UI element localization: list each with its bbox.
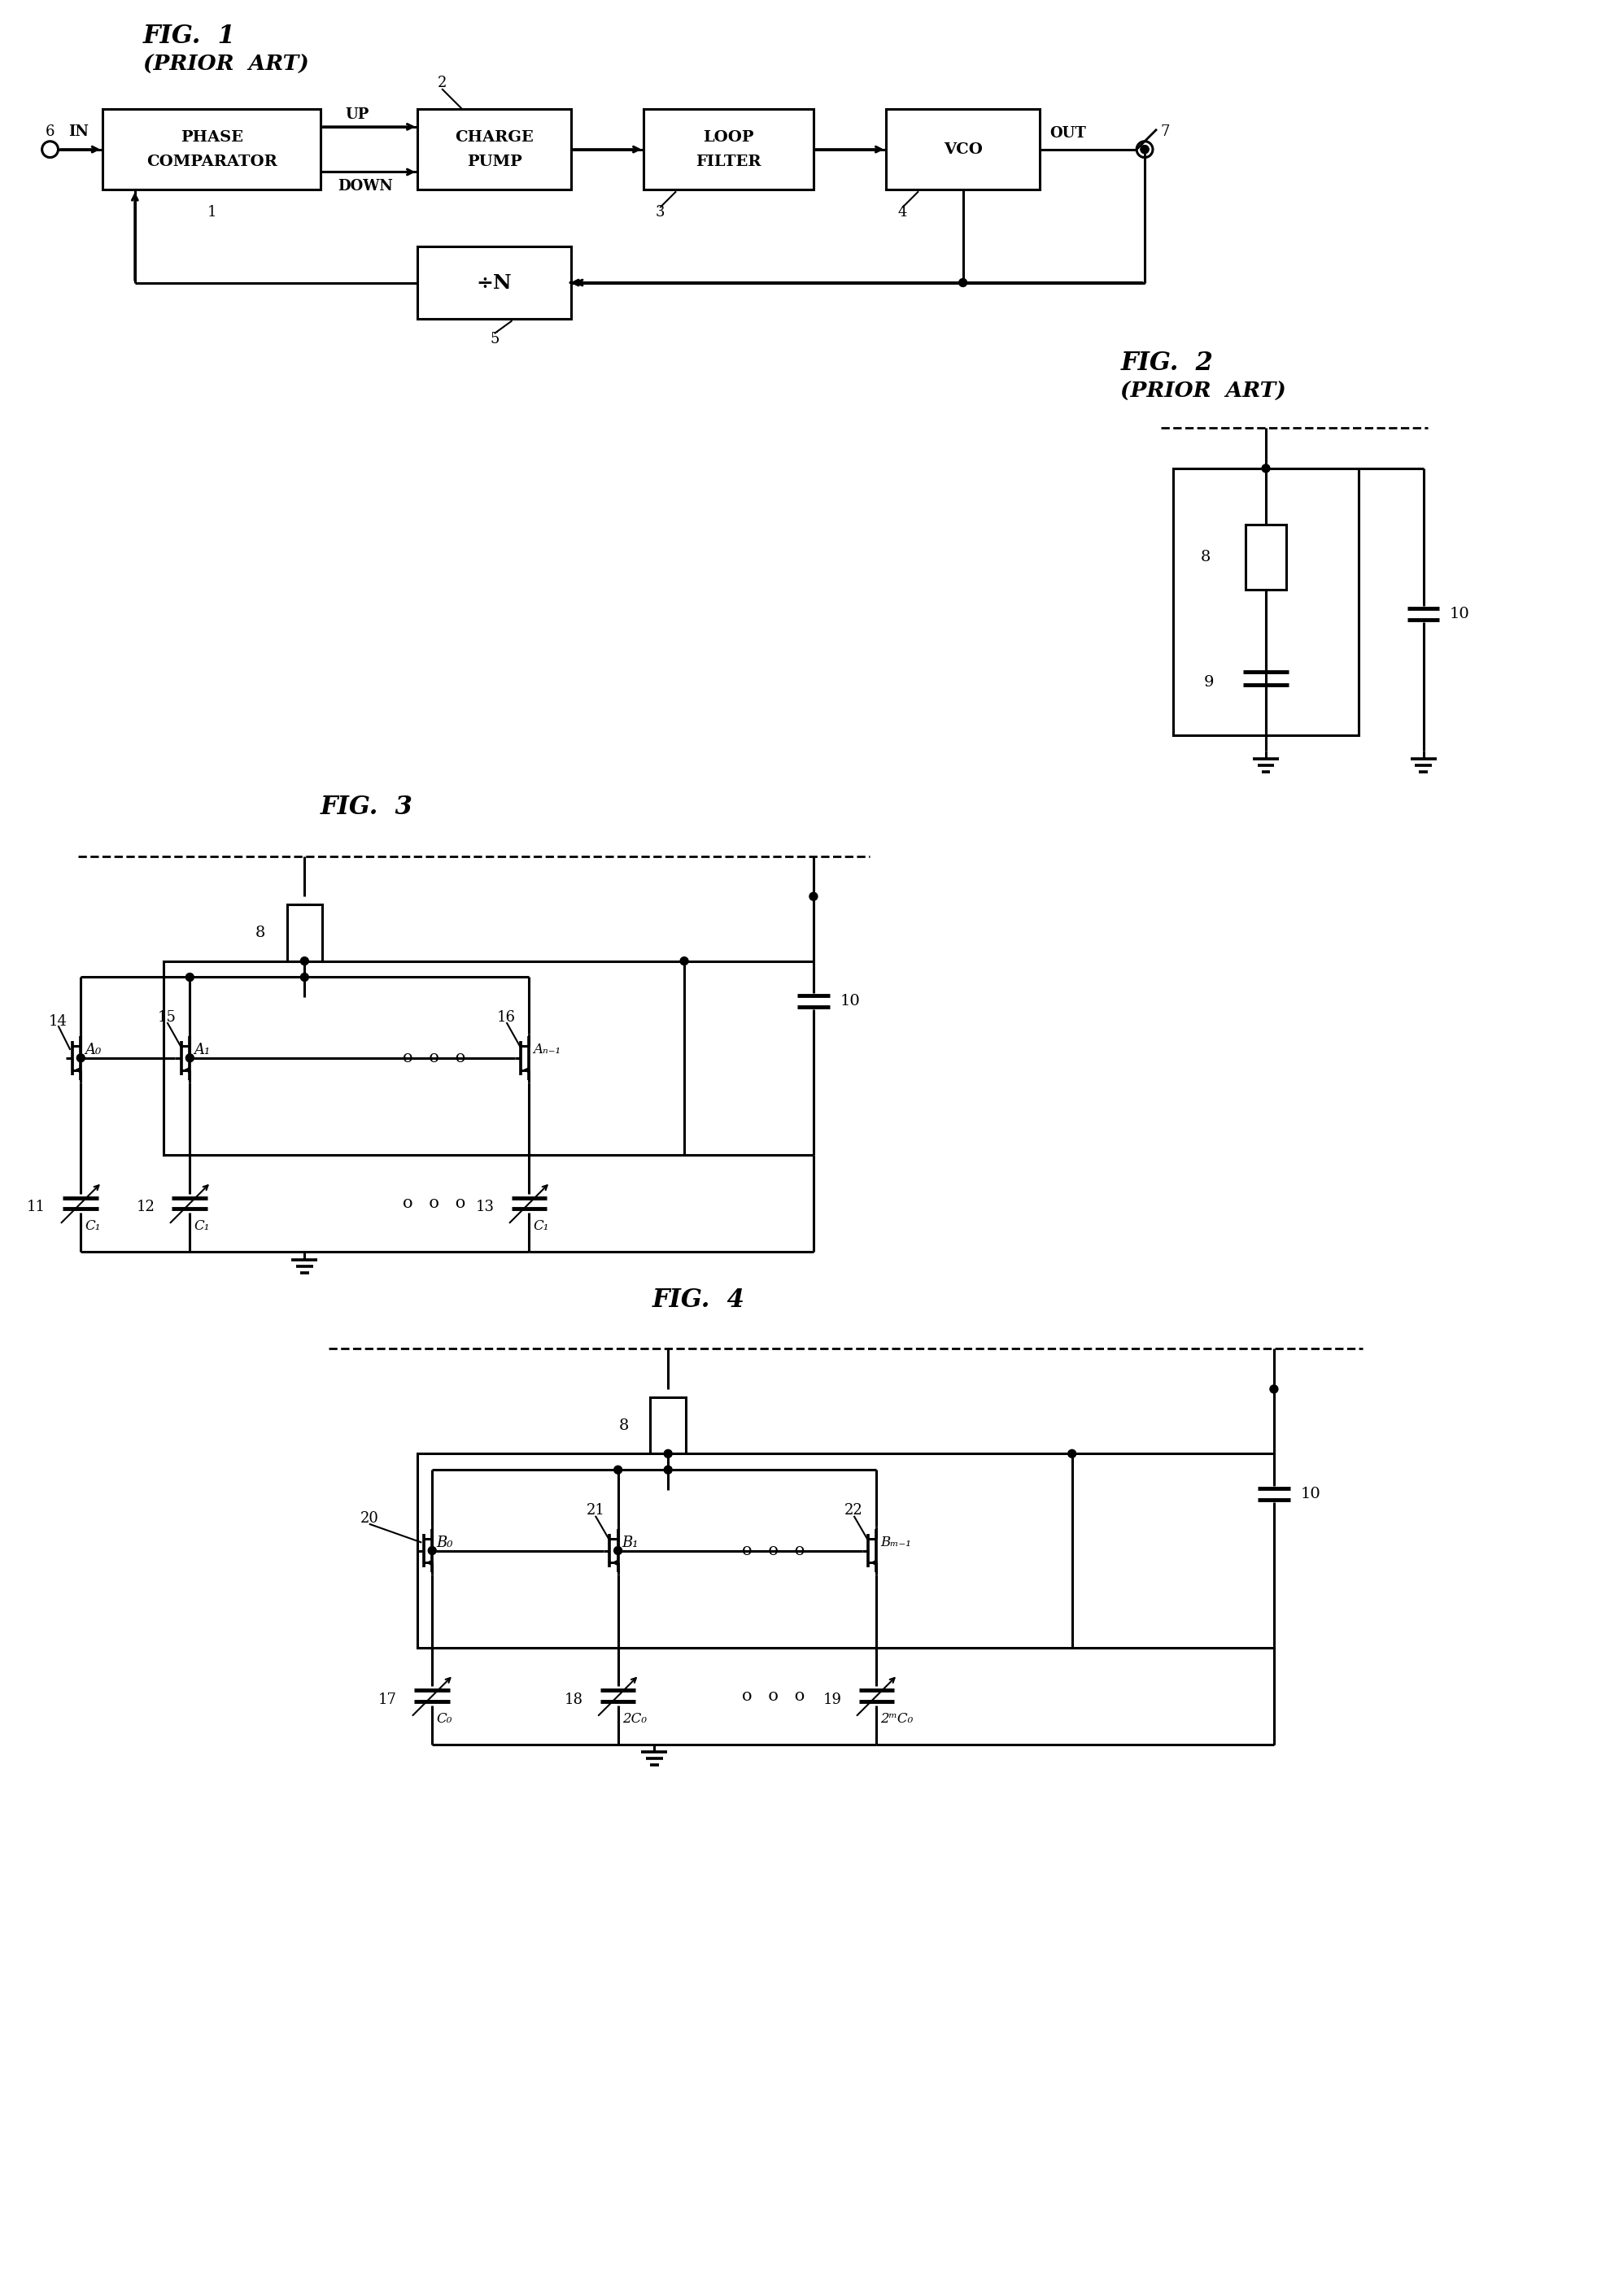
Text: FIG.  2: FIG. 2 [1121,351,1212,377]
Bar [1174,468,1359,735]
Text: C₁: C₁ [193,1219,209,1233]
Text: 20: 20 [361,1511,378,1525]
Text: B₀: B₀ [436,1536,452,1550]
Circle shape [1140,145,1148,154]
Circle shape [428,1548,436,1554]
Text: o   o   o: o o o [742,1543,805,1559]
Circle shape [1270,1384,1278,1394]
Text: UP: UP [345,108,369,122]
Text: 17: 17 [378,1692,398,1708]
Text: o   o   o: o o o [742,1688,805,1704]
Text: 7: 7 [1161,124,1169,140]
Circle shape [810,893,818,900]
Text: 8: 8 [1199,551,1211,565]
Text: 3: 3 [655,204,665,220]
Text: 1: 1 [208,204,216,220]
Bar [417,108,572,191]
Text: 11: 11 [27,1201,45,1215]
Text: 18: 18 [564,1692,583,1708]
Text: 2C₀: 2C₀ [621,1711,647,1727]
Bar [103,108,320,191]
Circle shape [301,957,309,964]
Text: (PRIOR  ART): (PRIOR ART) [1121,381,1286,402]
Text: CHARGE: CHARGE [456,131,535,145]
Circle shape [613,1548,621,1554]
Circle shape [185,1054,193,1063]
Text: 4: 4 [898,204,906,220]
Circle shape [679,957,687,964]
Text: DOWN: DOWN [338,179,393,193]
Bar [644,108,813,191]
Text: 21: 21 [586,1504,605,1518]
Text: FIG.  4: FIG. 4 [652,1288,744,1313]
Text: 13: 13 [475,1201,494,1215]
Bar [1246,526,1286,590]
Text: (PRIOR  ART): (PRIOR ART) [143,55,309,76]
Circle shape [663,1449,671,1458]
Circle shape [77,1054,85,1063]
Bar [886,108,1040,191]
Text: 5: 5 [489,333,499,347]
Text: ÷N: ÷N [477,273,512,292]
Bar [163,962,684,1155]
Text: 9: 9 [1204,675,1214,689]
Text: 22: 22 [845,1504,863,1518]
Text: VCO: VCO [943,142,982,156]
Text: PUMP: PUMP [467,154,522,170]
Text: 2: 2 [438,76,446,90]
Text: A₁: A₁ [193,1042,211,1056]
Text: 8: 8 [618,1419,628,1433]
Text: 12: 12 [137,1201,155,1215]
Text: o   o   o: o o o [402,1049,465,1065]
Text: 15: 15 [158,1010,177,1024]
Text: FIG.  3: FIG. 3 [320,794,414,820]
Circle shape [613,1465,621,1474]
Text: OUT: OUT [1050,126,1087,140]
Text: FIG.  1: FIG. 1 [143,23,235,48]
Bar [417,1453,1072,1649]
Text: PHASE: PHASE [180,131,243,145]
Text: LOOP: LOOP [704,131,753,145]
Text: Bₘ₋₁: Bₘ₋₁ [881,1536,911,1550]
Circle shape [185,974,193,980]
Text: FILTER: FILTER [696,154,762,170]
Bar [287,905,322,962]
Text: 14: 14 [48,1015,68,1029]
Text: 19: 19 [823,1692,842,1708]
Circle shape [960,278,968,287]
Text: 8: 8 [254,925,266,939]
Text: C₁: C₁ [85,1219,100,1233]
Text: 6: 6 [45,124,55,140]
Circle shape [1262,464,1270,473]
Text: o   o   o: o o o [402,1196,465,1210]
Text: C₀: C₀ [436,1711,452,1727]
Circle shape [663,1465,671,1474]
Bar [650,1398,686,1453]
Text: COMPARATOR: COMPARATOR [147,154,277,170]
Text: Aₙ₋₁: Aₙ₋₁ [533,1042,560,1056]
Text: 10: 10 [840,994,860,1008]
Circle shape [1140,145,1148,154]
Text: IN: IN [68,124,89,140]
Text: 10: 10 [1301,1488,1320,1502]
Text: B₁: B₁ [621,1536,639,1550]
Bar [417,246,572,319]
Circle shape [301,974,309,980]
Text: 10: 10 [1449,606,1470,622]
Text: 16: 16 [497,1010,515,1024]
Text: C₁: C₁ [533,1219,549,1233]
Text: A₀: A₀ [85,1042,101,1056]
Circle shape [1067,1449,1075,1458]
Text: 2ᵐC₀: 2ᵐC₀ [881,1711,913,1727]
